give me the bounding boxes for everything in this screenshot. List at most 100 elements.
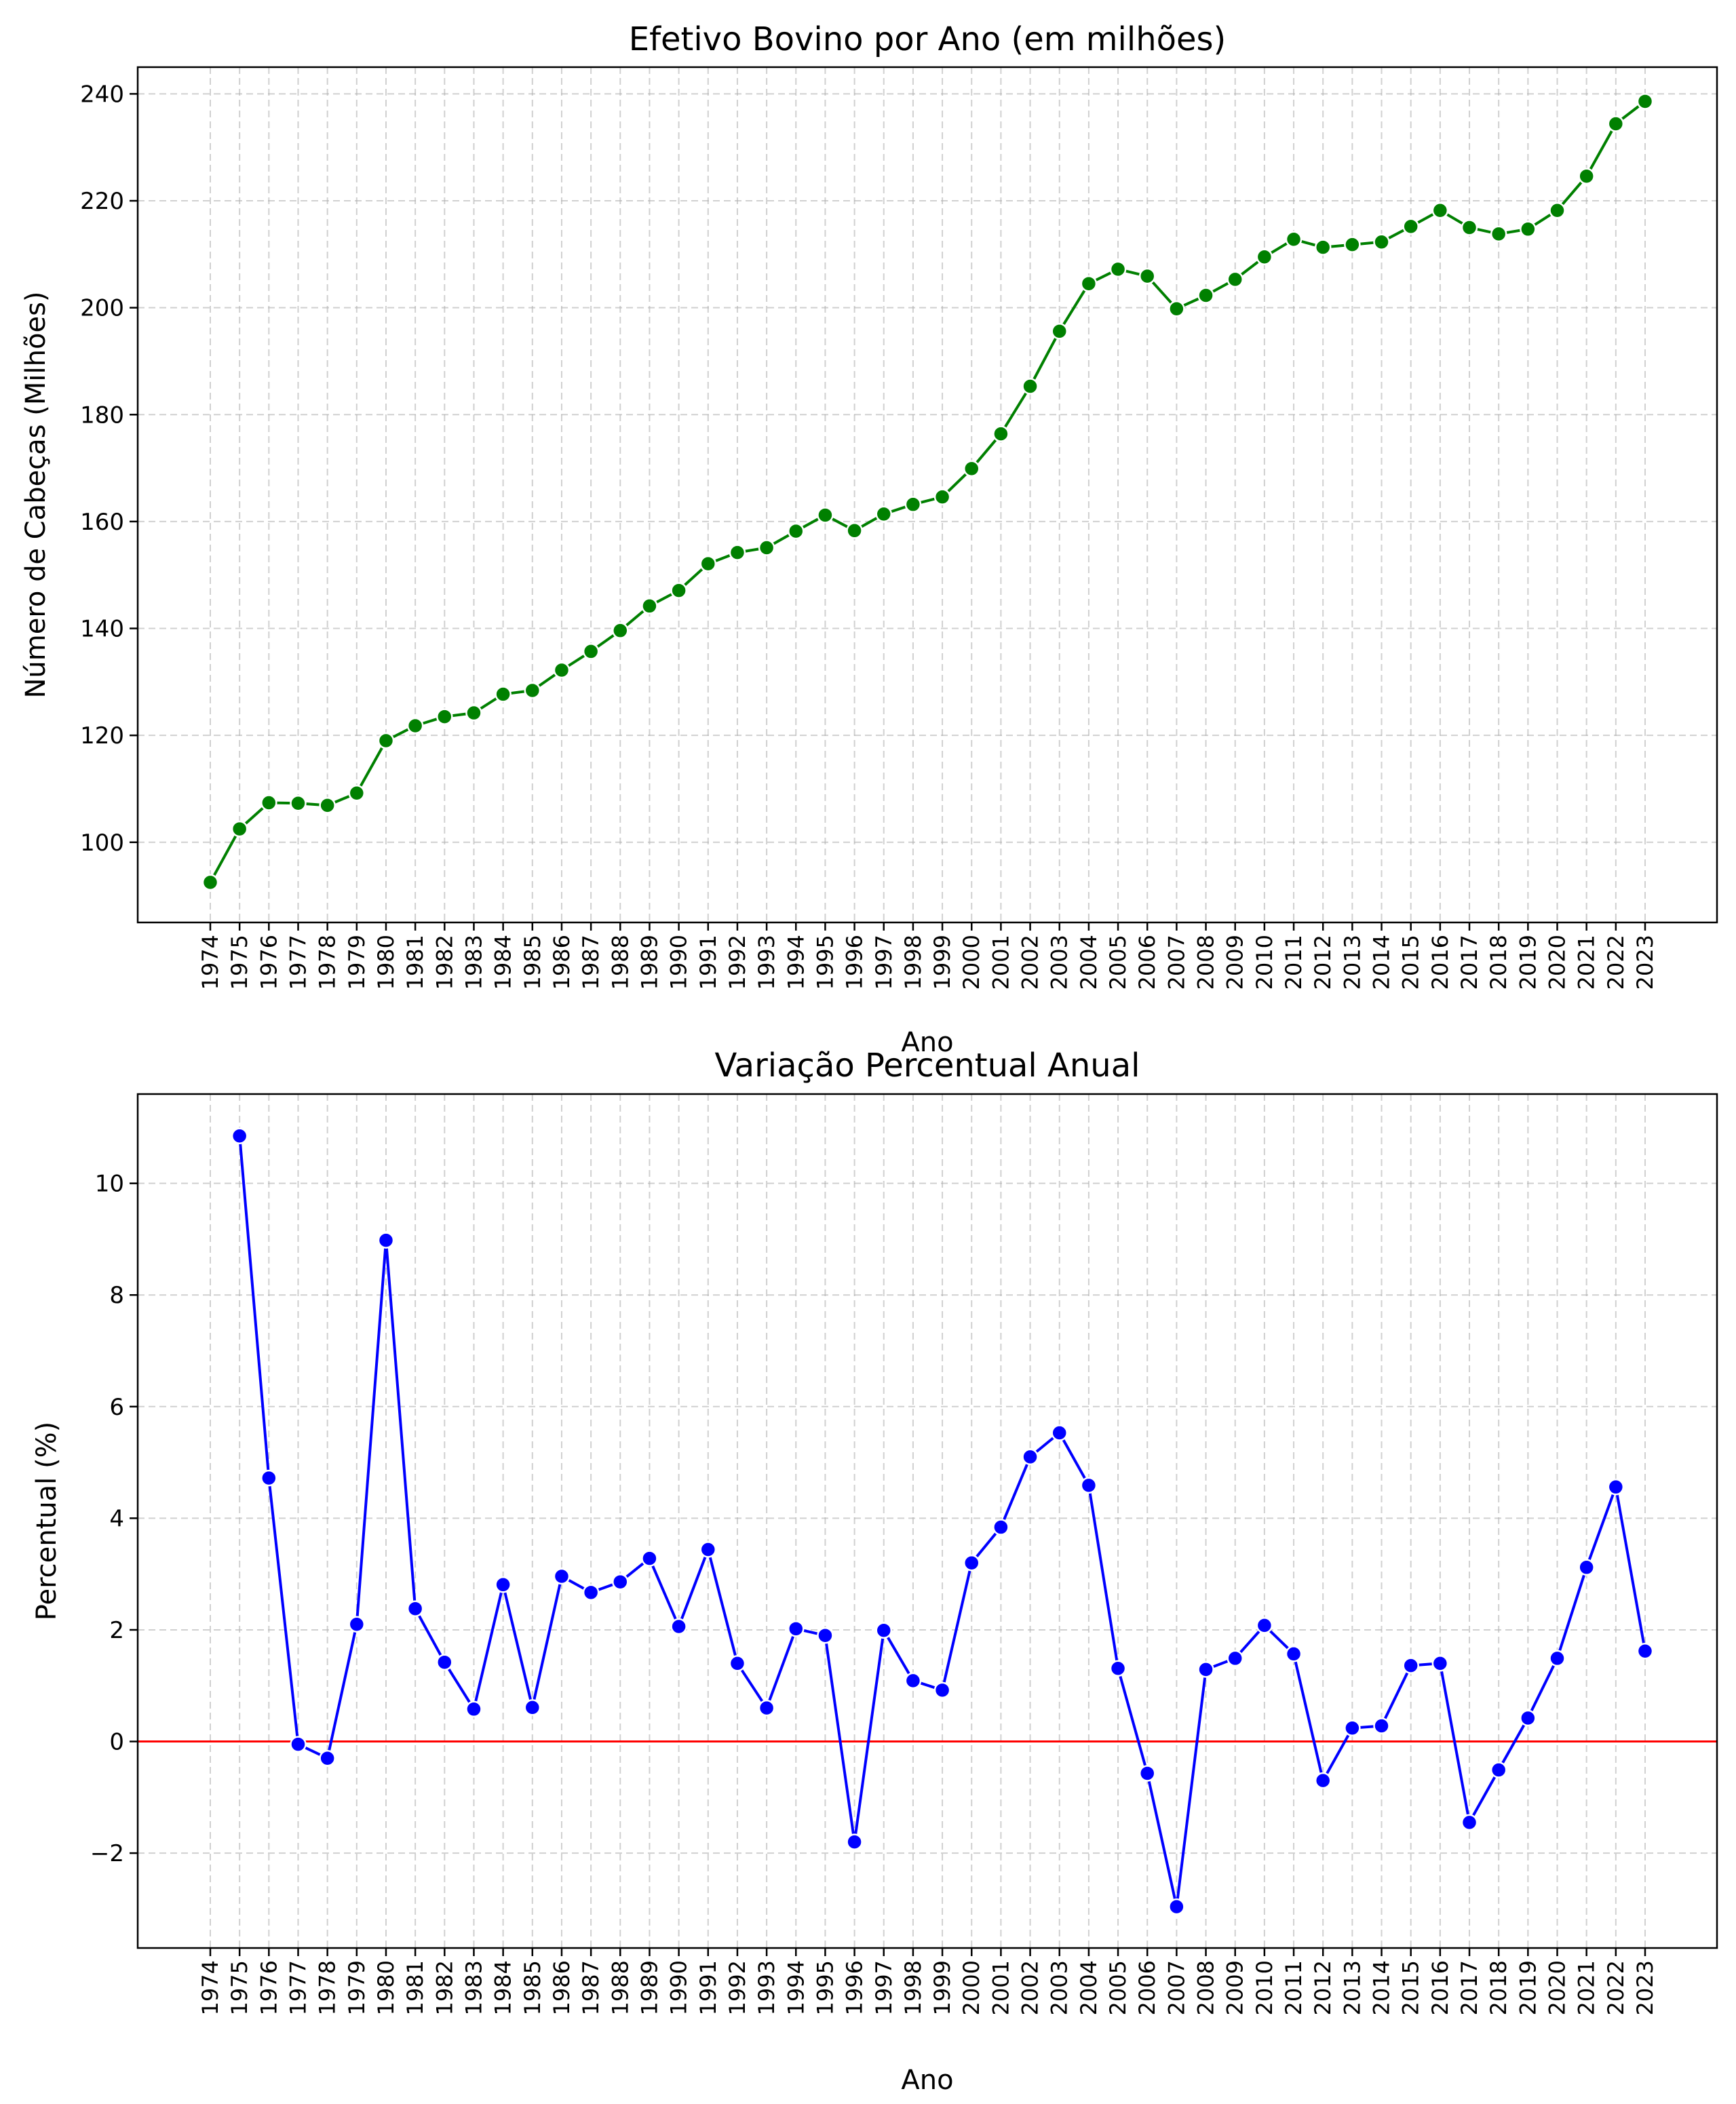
chart0-point-1983 [465,704,482,722]
chart1-xtick-label-1997: 1997 [871,1960,897,2015]
chart0-ytick-label: 120 [80,722,124,749]
chart1-xtick-label-1989: 1989 [636,1960,662,2015]
chart0-xtick-label-2003: 2003 [1047,935,1073,990]
chart1-point-1975 [231,1127,248,1144]
chart1-xlabel: Ano [901,2065,953,2096]
chart1-xtick-label-1984: 1984 [490,1960,516,2015]
chart0-xtick-label-1986: 1986 [549,935,575,990]
chart0-point-1985 [524,682,541,699]
chart1-point-1979 [348,1616,366,1633]
chart0-point-2005 [1109,260,1127,278]
chart1-point-2017 [1461,1814,1478,1831]
chart1-xtick-label-1987: 1987 [578,1960,604,2015]
chart1-point-1992 [729,1655,746,1672]
chart1-xtick-label-2017: 2017 [1457,1960,1482,2015]
chart1-xtick-label-1985: 1985 [520,1960,545,2015]
chart1-xtick-label-2013: 2013 [1339,1960,1365,2015]
chart1-point-1985 [524,1699,541,1716]
chart0-xtick-label-1988: 1988 [607,935,633,990]
chart0-xtick-label-2000: 2000 [959,935,984,990]
chart1-xtick-label-1993: 1993 [754,1960,779,2015]
chart1-point-2003 [1051,1424,1068,1441]
chart1-point-2012 [1314,1772,1332,1789]
chart1-point-2005 [1109,1660,1127,1677]
chart1-xtick-label-2020: 2020 [1545,1960,1570,2015]
chart1-point-1991 [699,1541,717,1558]
chart0-point-2007 [1168,300,1185,317]
chart0-point-1978 [319,797,336,814]
chart0-xtick-label-1991: 1991 [695,935,721,990]
chart0-xtick-label-1992: 1992 [725,935,750,990]
chart1-point-2002 [1022,1448,1039,1466]
chart0-point-1998 [904,496,922,513]
chart1-xtick-label-2018: 2018 [1486,1960,1511,2015]
chart1-point-1976 [261,1469,277,1487]
chart0-xtick-label-2016: 2016 [1427,935,1453,990]
chart1-point-2006 [1138,1765,1156,1782]
chart0-xtick-label-1983: 1983 [461,935,486,990]
chart1-point-1982 [436,1654,453,1671]
chart1-xtick-label-2000: 2000 [959,1960,984,2015]
chart0-point-2014 [1373,233,1390,250]
chart0-xtick-label-1987: 1987 [578,935,604,990]
chart1-xtick-label-1980: 1980 [373,1960,399,2015]
chart0-xtick-label-1989: 1989 [636,935,662,990]
chart0-point-1988 [612,622,629,639]
chart1-xtick-label-1974: 1974 [197,1960,223,2015]
chart1-xtick-label-2007: 2007 [1163,1960,1189,2015]
chart0-xtick-label-1984: 1984 [490,935,516,990]
chart0-xtick-label-1999: 1999 [929,935,955,990]
chart1-point-2004 [1080,1477,1098,1494]
cattle-herd-chart: 100 120 140 160 180 200 220 240 1974 1975 1976 1977… [20,20,1718,1058]
chart1-xtick-label-1981: 1981 [402,1960,428,2015]
chart0-point-2012 [1314,239,1332,256]
chart0-point-1989 [641,598,658,615]
chart0-point-2009 [1227,271,1243,288]
chart0-point-1974 [201,874,219,891]
chart0-point-2004 [1080,275,1098,292]
chart1-xtick-label-1990: 1990 [666,1960,692,2015]
chart0-point-2006 [1138,267,1156,285]
chart0-point-2022 [1607,115,1625,132]
chart1-xtick-label-1986: 1986 [549,1960,575,2015]
chart0-point-1991 [699,555,717,572]
chart1-point-1995 [817,1626,834,1644]
chart0-point-1993 [758,539,775,556]
chart0-xtick-label-1997: 1997 [871,935,897,990]
chart1-xtick-label-1996: 1996 [842,1960,868,2015]
chart1-xtick-label-1999: 1999 [929,1960,955,2015]
chart1-xtick-label-1976: 1976 [256,1960,282,2015]
chart1-xtick-label-2012: 2012 [1310,1960,1336,2015]
chart0-series-line [209,100,1646,883]
chart1-point-2020 [1549,1650,1566,1667]
chart0-ytick-label: 240 [80,81,124,108]
chart1-ytick-label: 6 [109,1394,124,1421]
chart1-title: Variação Percentual Anual [715,1047,1140,1085]
chart1-ytick-label: 2 [109,1617,124,1644]
chart1-xtick-label-2016: 2016 [1427,1960,1453,2015]
chart0-xtick-label-2015: 2015 [1398,935,1424,990]
chart1-xtick-label-1978: 1978 [315,1960,341,2015]
chart1-point-1989 [641,1550,658,1567]
chart1-xtick-label-2001: 2001 [988,1960,1014,2015]
chart0-point-1987 [582,643,600,660]
chart0-xtick-label-1993: 1993 [754,935,779,990]
chart1-point-1987 [582,1584,600,1601]
chart0-point-1995 [817,507,834,524]
chart1-ytick-label: 8 [109,1282,124,1309]
chart0-xtick-label-1982: 1982 [431,935,457,990]
chart1-point-1981 [406,1600,424,1617]
chart0-point-1984 [495,686,512,703]
chart1-xtick-label-2023: 2023 [1632,1960,1658,2015]
chart1-xtick-label-1982: 1982 [431,1960,457,2015]
chart1-xtick-label-2003: 2003 [1047,1960,1073,2015]
chart1-point-2000 [963,1554,980,1572]
chart1-xtick-label-2004: 2004 [1076,1960,1102,2015]
chart0-ytick-label: 200 [80,295,124,322]
chart0-point-1992 [729,544,746,561]
chart1-point-2001 [992,1519,1009,1536]
chart0-point-2017 [1461,219,1478,236]
chart0-point-2019 [1520,220,1537,238]
chart1-xtick-label-1977: 1977 [285,1960,311,2015]
